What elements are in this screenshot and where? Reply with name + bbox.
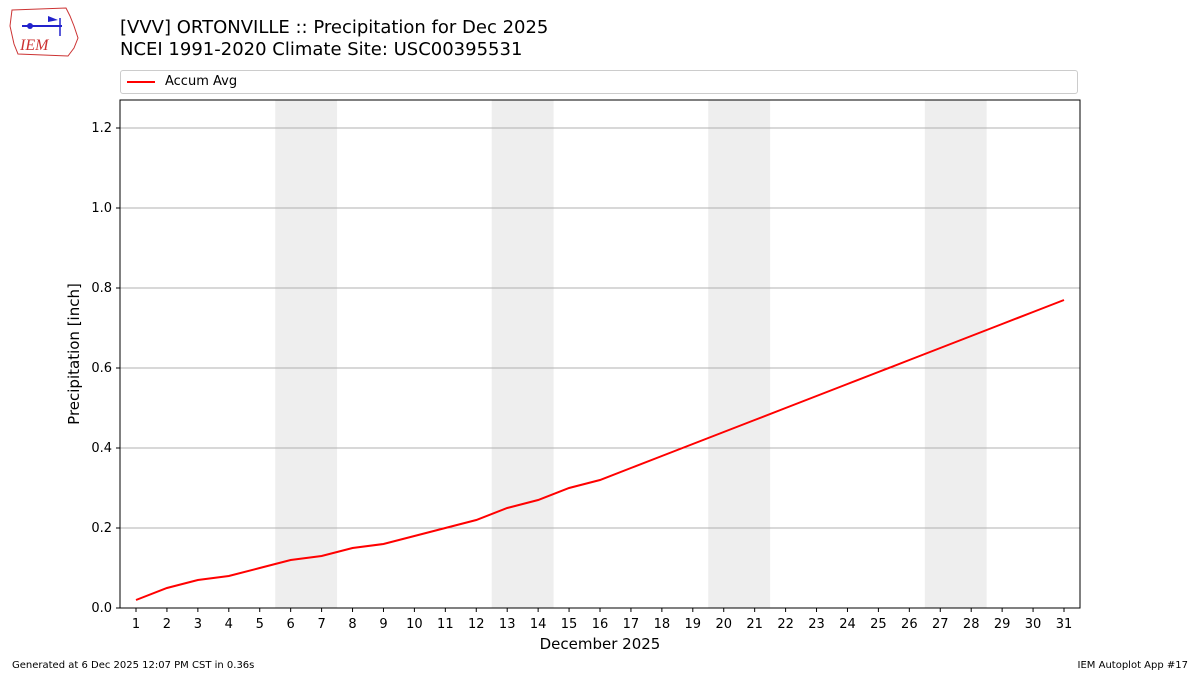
- x-tick-label: 24: [839, 617, 856, 632]
- x-tick-label: 3: [194, 617, 202, 632]
- x-tick-label: 9: [379, 617, 387, 632]
- y-axis-label: Precipitation [inch]: [65, 283, 83, 425]
- plot-frame: [119, 99, 1081, 609]
- x-tick-label: 18: [654, 617, 671, 632]
- weekend-band: [708, 100, 771, 608]
- legend-label-accum-avg: Accum Avg: [165, 74, 238, 89]
- x-tick-label: 26: [901, 617, 918, 632]
- y-tick-label: 0.0: [91, 601, 112, 616]
- title-line-2: NCEI 1991-2020 Climate Site: USC00395531: [120, 39, 523, 60]
- svg-text:IEM: IEM: [19, 37, 50, 54]
- generated-timestamp: Generated at 6 Dec 2025 12:07 PM CST in …: [12, 660, 255, 671]
- weekend-band: [491, 100, 554, 608]
- x-tick-label: 19: [685, 617, 702, 632]
- y-tick-label: 1.0: [91, 201, 112, 216]
- x-tick-label: 27: [932, 617, 949, 632]
- y-tick-label: 1.2: [91, 121, 112, 136]
- x-axis-label: December 2025: [540, 635, 661, 653]
- x-tick-label: 29: [994, 617, 1011, 632]
- x-tick-label: 12: [468, 617, 485, 632]
- series-line-accum-avg: [135, 299, 1065, 601]
- x-tick-label: 28: [963, 617, 980, 632]
- y-tick-label: 0.4: [91, 441, 112, 456]
- x-tick-label: 5: [256, 617, 264, 632]
- x-tick-label: 20: [715, 617, 732, 632]
- x-tick-label: 22: [777, 617, 794, 632]
- x-tick-label: 8: [348, 617, 356, 632]
- chart-title: [VVV] ORTONVILLE :: Precipitation for De…: [120, 17, 548, 61]
- x-tick-label: 25: [870, 617, 887, 632]
- title-line-1: [VVV] ORTONVILLE :: Precipitation for De…: [120, 17, 549, 38]
- x-tick-label: 17: [623, 617, 640, 632]
- x-tick-label: 10: [406, 617, 423, 632]
- x-tick-label: 13: [499, 617, 516, 632]
- x-tick-label: 16: [592, 617, 609, 632]
- x-tick-label: 14: [530, 617, 547, 632]
- weekend-band: [924, 100, 987, 608]
- y-tick-label: 0.6: [91, 361, 112, 376]
- x-tick-label: 11: [437, 617, 454, 632]
- x-tick-label: 21: [746, 617, 763, 632]
- iem-logo: IEM: [8, 6, 80, 58]
- x-tick-label: 31: [1056, 617, 1073, 632]
- x-tick-label: 2: [163, 617, 171, 632]
- legend-swatch-accum-avg: [127, 81, 155, 83]
- weekend-band: [275, 100, 338, 608]
- app-label: IEM Autoplot App #17: [1077, 660, 1188, 671]
- x-tick-label: 30: [1025, 617, 1042, 632]
- legend: Accum Avg: [120, 70, 1078, 94]
- x-tick-label: 6: [287, 617, 295, 632]
- y-tick-label: 0.2: [91, 521, 112, 536]
- y-tick-label: 0.8: [91, 281, 112, 296]
- x-tick-label: 15: [561, 617, 578, 632]
- x-tick-label: 1: [132, 617, 140, 632]
- x-tick-label: 7: [317, 617, 325, 632]
- x-tick-label: 23: [808, 617, 825, 632]
- x-tick-label: 4: [225, 617, 233, 632]
